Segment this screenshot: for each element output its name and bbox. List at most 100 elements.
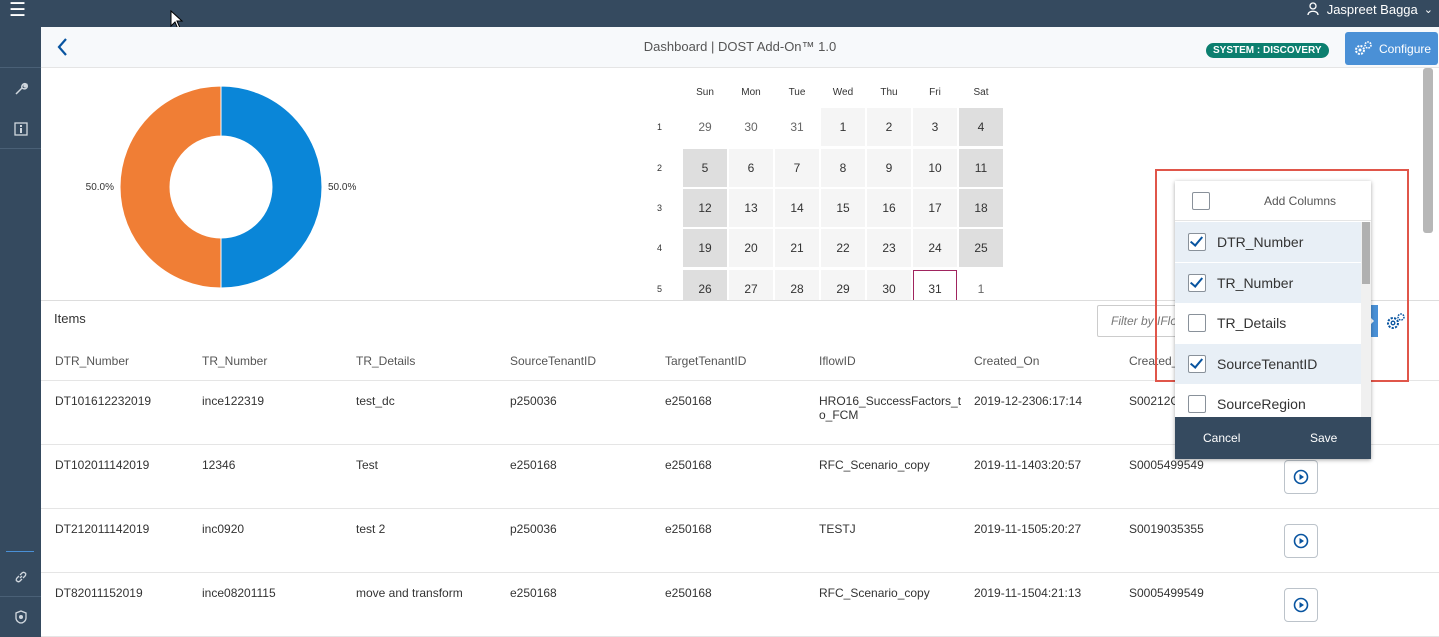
donut-slice-1[interactable] [220,85,323,289]
table-cell: S0005499549 [1129,586,1204,600]
column-option-label: DTR_Number [1217,234,1304,250]
table-cell: inc0920 [202,522,245,536]
wrench-icon[interactable] [0,69,41,109]
column-option[interactable]: DTR_Number [1175,222,1361,262]
column-option[interactable]: TR_Details [1175,303,1361,343]
table-cell: 2019-11-1504:21:13 [974,586,1082,600]
table-row[interactable]: DT82011152019 ince08201115 move and transf… [41,573,1439,637]
scrollbar-thumb[interactable] [1362,222,1370,284]
calendar-date[interactable]: 12 [683,189,727,227]
calendar-date[interactable]: 18 [959,189,1003,227]
column-header[interactable]: TR_Number [202,354,268,368]
calendar-date[interactable]: 1 [821,108,865,146]
execute-button[interactable] [1284,524,1318,558]
calendar-date[interactable]: 16 [867,189,911,227]
badge-icon[interactable] [0,597,41,637]
calendar-day-header: Wed [832,87,854,98]
back-arrow-icon[interactable] [55,36,71,58]
calendar-date[interactable]: 25 [959,229,1003,267]
user-menu[interactable]: Jaspreet Bagga ⌄ [1307,0,1433,18]
calendar-date[interactable]: 3 [913,108,957,146]
calendar-date[interactable]: 11 [959,149,1003,187]
calendar-date[interactable]: 14 [775,189,819,227]
calendar-date[interactable]: 1 [959,270,1003,300]
table-row[interactable]: DT102011142019 12346 Test e250168 e250168 RFC… [41,445,1439,509]
calendar-date[interactable]: 17 [913,189,957,227]
calendar-date[interactable]: 8 [821,149,865,187]
calendar-date[interactable]: 4 [959,108,1003,146]
hamburger-icon[interactable]: ☰ [9,0,27,21]
table-row[interactable]: DT212011142019 inc0920 test 2 p250036 e25016… [41,509,1439,573]
table-row[interactable]: DT101612232019 ince122319 test_dc p250036 e2… [41,381,1439,445]
link-icon[interactable] [0,557,41,597]
system-badge: SYSTEM : DISCOVERY [1206,43,1329,58]
execute-button[interactable] [1284,588,1318,622]
calendar-date[interactable]: 23 [867,229,911,267]
save-button[interactable]: Save [1310,431,1338,445]
execute-button[interactable] [1284,460,1318,494]
table-cell: 12346 [202,458,236,472]
column-header[interactable]: TR_Details [356,354,416,368]
column-header[interactable]: Created_ [1129,354,1179,368]
cancel-button[interactable]: Cancel [1203,431,1241,445]
calendar-date[interactable]: 29 [821,270,865,300]
calendar-date[interactable]: 15 [821,189,865,227]
info-icon[interactable] [0,109,41,149]
column-checkbox[interactable] [1188,233,1206,251]
column-header[interactable]: TargetTenantID [665,354,747,368]
calendar-day-header: Thu [880,87,898,98]
calendar-date[interactable]: 31 [775,108,819,146]
column-header[interactable]: SourceTenantID [510,354,597,368]
calendar-date[interactable]: 31 [913,270,957,300]
page-scrollbar[interactable] [1423,68,1433,233]
column-checkbox[interactable] [1188,273,1206,292]
calendar-date[interactable]: 21 [775,229,819,267]
column-checkbox[interactable] [1188,395,1206,413]
donut-label-2: 50.0% [86,182,114,193]
side-navigation [0,27,41,637]
calendar-date[interactable]: 13 [729,189,773,227]
column-option[interactable]: TR_Number [1175,262,1361,303]
calendar-date[interactable]: 24 [913,229,957,267]
table-cell: ince08201115 [202,586,276,600]
calendar-date[interactable]: 5 [683,149,727,187]
column-checkbox[interactable] [1188,314,1206,332]
calendar-day-header: Tue [788,87,806,98]
column-option[interactable]: SourceTenantID [1175,343,1361,384]
table-cell: test_dc [356,394,395,408]
column-option[interactable]: SourceRegion [1175,384,1361,424]
calendar-date[interactable]: 19 [683,229,727,267]
calendar-date[interactable]: 27 [729,270,773,300]
table-cell: p250036 [510,394,557,408]
column-header[interactable]: Created_On [974,354,1040,368]
calendar-date[interactable]: 30 [867,270,911,300]
popup-title: Add Columns [1264,194,1337,208]
play-circle-icon [1293,533,1309,549]
calendar-date[interactable]: 10 [913,149,957,187]
calendar-date[interactable]: 2 [867,108,911,146]
table-cell: 2019-11-1403:20:57 [974,458,1082,472]
select-all-checkbox[interactable] [1192,192,1210,210]
column-checkbox[interactable] [1188,354,1206,373]
table-cell: S00212C [1129,394,1180,408]
calendar-day-header: Fri [929,87,941,98]
table-cell: DT102011142019 [55,458,150,472]
calendar-date[interactable]: 9 [867,149,911,187]
calendar-date[interactable]: 28 [775,270,819,300]
calendar-date[interactable]: 30 [729,108,773,146]
calendar-date[interactable]: 7 [775,149,819,187]
donut-slice-2[interactable] [119,85,222,289]
popup-scrollbar[interactable] [1361,222,1371,417]
column-header[interactable]: IflowID [819,354,856,368]
calendar-date[interactable]: 26 [683,270,727,300]
calendar-date[interactable]: 29 [683,108,727,146]
calendar-date[interactable]: 20 [729,229,773,267]
calendar-date[interactable]: 22 [821,229,865,267]
calendar-date[interactable]: 6 [729,149,773,187]
table-cell: e250168 [665,394,712,408]
settings-gear-icon[interactable] [1384,311,1406,333]
column-header[interactable]: DTR_Number [55,354,130,368]
table-cell: HRO16_SuccessFactors_t o_FCM [819,394,962,422]
configure-button[interactable]: Configure [1345,32,1438,65]
divider [0,596,41,597]
